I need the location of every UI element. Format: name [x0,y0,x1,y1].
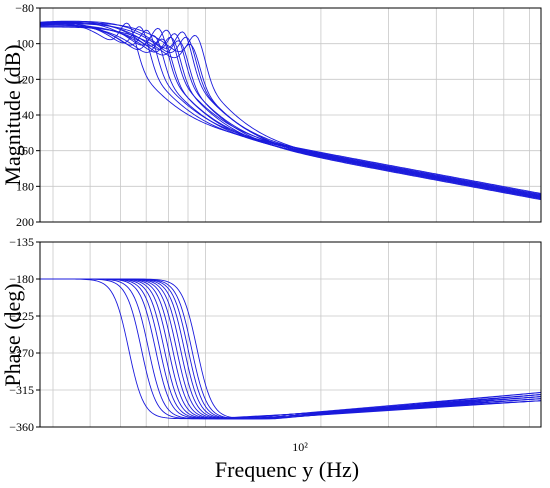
magnitude-tick-label: −80 [15,1,34,15]
phase-curves [40,278,542,420]
magnitude-series-line [39,25,542,201]
magnitude-tick-label: 120 [16,72,34,86]
phase-series-line [40,278,542,420]
magnitude-series-line [39,24,542,200]
magnitude-axis-label: Magnitude (dB) [0,44,25,185]
magnitude-series-line [39,20,542,197]
phase-y-ticks: −135 −180 −225 −270 −315 −360 [9,235,40,434]
magnitude-series-line [39,22,542,196]
magnitude-series-line [39,23,542,199]
magnitude-tick-label: 160 [16,144,34,158]
phase-tick-label: −270 [9,346,34,360]
x-tick-label-100: 10² [292,440,308,454]
phase-tick-label: −180 [9,272,34,286]
magnitude-series-line [39,24,542,199]
phase-plot-frame [39,241,542,428]
phase-tick-label: −360 [9,420,34,434]
magnitude-series-line [39,26,542,200]
phase-tick-label: −225 [9,309,34,323]
x-axis-label: Frequenc y (Hz) [215,457,359,482]
magnitude-tick-label: 100 [16,37,34,51]
magnitude-series-line [39,21,542,197]
magnitude-y-ticks: −80 100 120 140 160 180 200 [15,1,40,229]
magnitude-curves [39,20,542,201]
phase-axis-label: Phase (deg) [0,283,25,386]
magnitude-series-line [39,22,542,195]
magnitude-tick-label: 140 [16,108,34,122]
magnitude-panel: −80 100 120 140 160 180 200 Magnitude (dB) [0,1,542,229]
phase-tick-label: −315 [9,383,34,397]
magnitude-series-line [39,22,542,198]
magnitude-series-line [39,22,542,198]
phase-panel: −135 −180 −225 −270 −315 −360 Phase (deg) [0,235,542,434]
magnitude-series-line [39,23,542,198]
magnitude-grid [40,7,541,223]
magnitude-series-line [39,22,542,194]
phase-series-line [40,278,542,420]
phase-tick-label: −135 [9,235,34,249]
magnitude-tick-label: 200 [16,215,34,229]
magnitude-series-line [39,20,542,196]
phase-series-line [40,278,542,420]
magnitude-tick-label: 180 [16,179,34,193]
